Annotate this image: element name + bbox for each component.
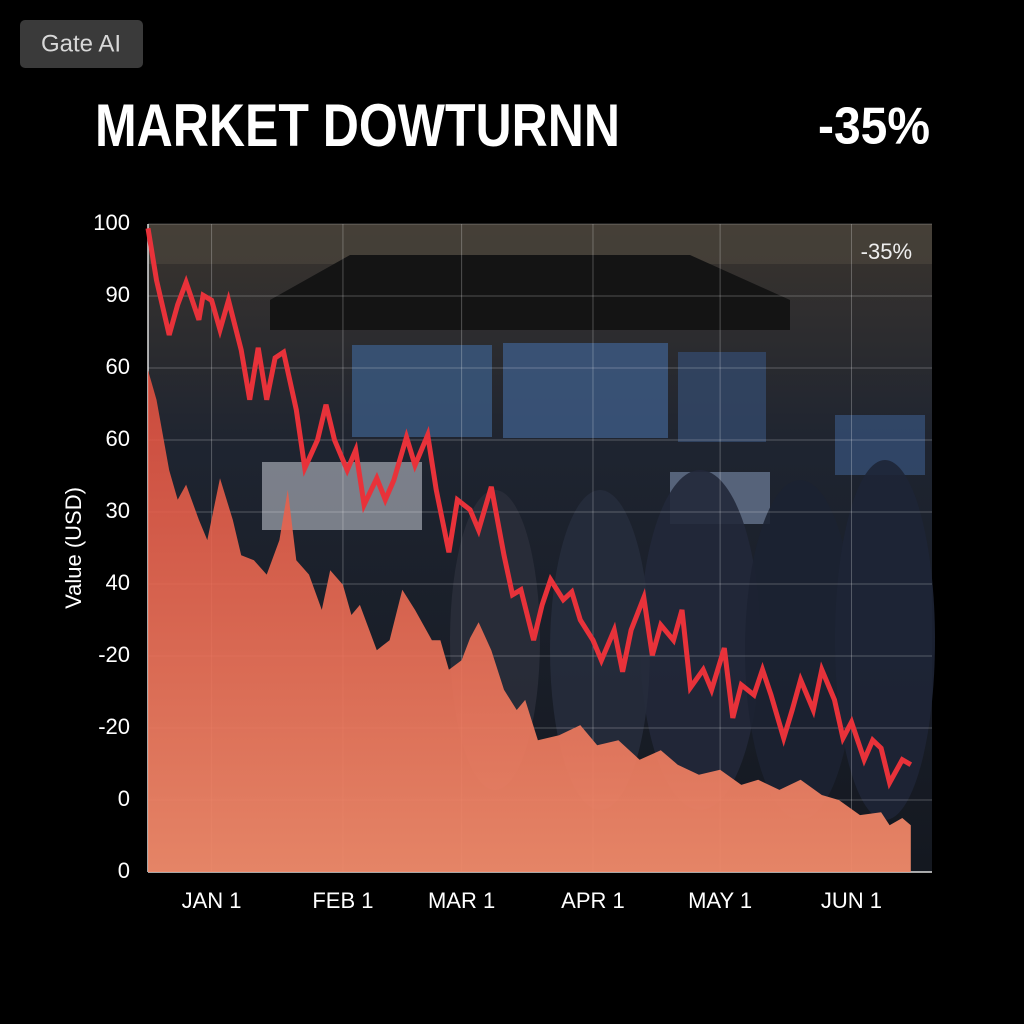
y-tick-label: 60 bbox=[106, 354, 130, 379]
y-tick-label: -20 bbox=[98, 714, 130, 739]
headline-value: -35% bbox=[818, 98, 930, 156]
y-tick-label: 30 bbox=[106, 498, 130, 523]
x-tick-label: APR 1 bbox=[561, 888, 625, 913]
area bbox=[148, 370, 911, 872]
badge: Gate AI bbox=[41, 30, 121, 57]
y-tick-label: 100 bbox=[93, 210, 130, 235]
badge-box bbox=[20, 20, 143, 68]
x-tick-label: JAN 1 bbox=[182, 888, 242, 913]
y-tick-label: 90 bbox=[106, 282, 130, 307]
backdrop-photo bbox=[148, 224, 935, 872]
x-tick-label: FEB 1 bbox=[312, 888, 373, 913]
y-tick-label: 40 bbox=[106, 570, 130, 595]
y-tick-label: 0 bbox=[118, 786, 130, 811]
annotation: -35% bbox=[861, 239, 912, 264]
y-tick-label: 60 bbox=[106, 426, 130, 451]
y-axis-label: Value (USD) bbox=[61, 487, 86, 609]
x-tick-label: JUN 1 bbox=[821, 888, 882, 913]
y-tick-label: 0 bbox=[118, 858, 130, 883]
chart-title: MARKET DOWTURNN bbox=[95, 92, 620, 159]
line bbox=[145, 227, 913, 790]
x-tick-label: MAR 1 bbox=[428, 888, 495, 913]
y-tick-label: -20 bbox=[98, 642, 130, 667]
x-tick-label: MAY 1 bbox=[688, 888, 752, 913]
marks bbox=[145, 227, 913, 872]
